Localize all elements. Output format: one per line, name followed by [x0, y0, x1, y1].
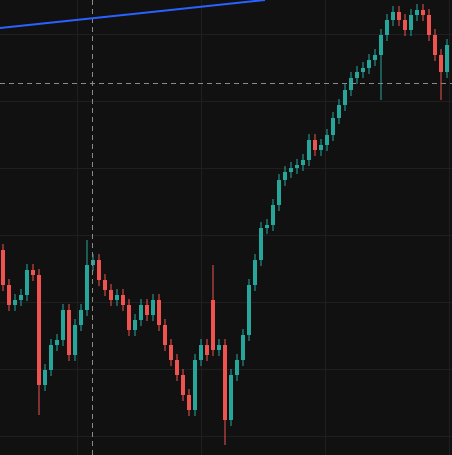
- candle-body: [199, 345, 203, 360]
- candle-body: [169, 345, 173, 360]
- candle-body: [391, 12, 395, 20]
- candle-body: [205, 345, 209, 355]
- candle-body: [79, 310, 83, 325]
- candle-body: [13, 300, 17, 305]
- candle-body: [253, 260, 257, 285]
- candle-body: [385, 20, 389, 35]
- candle-body: [337, 105, 341, 118]
- candle-body: [85, 265, 89, 310]
- candle-body: [313, 140, 317, 150]
- candle-body: [439, 55, 443, 72]
- trend-line: [0, 0, 266, 29]
- candle-body: [295, 165, 299, 168]
- candle-body: [115, 295, 119, 300]
- candle-body: [127, 305, 131, 330]
- candle-body: [139, 305, 143, 320]
- candle-body: [103, 280, 107, 290]
- candle-body: [187, 395, 191, 410]
- candle-body: [247, 285, 251, 335]
- candle-body: [43, 370, 47, 385]
- candles: [1, 4, 449, 445]
- candle-body: [379, 35, 383, 55]
- candle-body: [229, 375, 233, 420]
- candle-body: [217, 345, 221, 350]
- candle-body: [283, 172, 287, 180]
- candle-body: [193, 360, 197, 410]
- candle-body: [331, 118, 335, 135]
- candle-body: [373, 55, 377, 60]
- candle-body: [289, 168, 293, 172]
- candle-body: [49, 345, 53, 370]
- candle-body: [445, 45, 449, 72]
- candle-body: [157, 300, 161, 325]
- candle-body: [211, 300, 215, 350]
- candle-body: [367, 60, 371, 68]
- candle-body: [415, 10, 419, 15]
- candle-body: [121, 295, 125, 305]
- candle-body: [1, 250, 5, 285]
- candle-body: [301, 160, 305, 165]
- candle-body: [241, 335, 245, 360]
- candle-body: [97, 260, 101, 280]
- candle-body: [271, 205, 275, 225]
- candle-body: [19, 295, 23, 300]
- candle-body: [37, 275, 41, 385]
- candle-body: [409, 15, 413, 30]
- candle-body: [307, 140, 311, 160]
- candle-body: [7, 285, 11, 305]
- candle-body: [259, 228, 263, 260]
- candle-body: [325, 135, 329, 145]
- candle-body: [361, 68, 365, 72]
- candle-body: [67, 310, 71, 355]
- candle-body: [61, 310, 65, 340]
- candle-body: [427, 15, 431, 35]
- candle-body: [55, 340, 59, 345]
- candle-body: [319, 145, 323, 150]
- candle-body: [421, 10, 425, 15]
- candle-body: [397, 12, 401, 20]
- candle-body: [181, 375, 185, 395]
- candle-body: [25, 270, 29, 295]
- candle-body: [163, 325, 167, 345]
- candle-body: [235, 360, 239, 375]
- candle-body: [133, 320, 137, 330]
- candle-body: [343, 90, 347, 105]
- candle-body: [151, 300, 155, 315]
- candle-body: [73, 325, 77, 355]
- candle-body: [433, 35, 437, 55]
- candle-body: [175, 360, 179, 375]
- candle-body: [265, 225, 269, 228]
- candle-body: [109, 290, 113, 300]
- candle-body: [31, 270, 35, 275]
- candle-body: [355, 72, 359, 78]
- candle-body: [145, 305, 149, 315]
- candle-body: [403, 20, 407, 30]
- candle-body: [277, 180, 281, 205]
- candle-body: [223, 345, 227, 420]
